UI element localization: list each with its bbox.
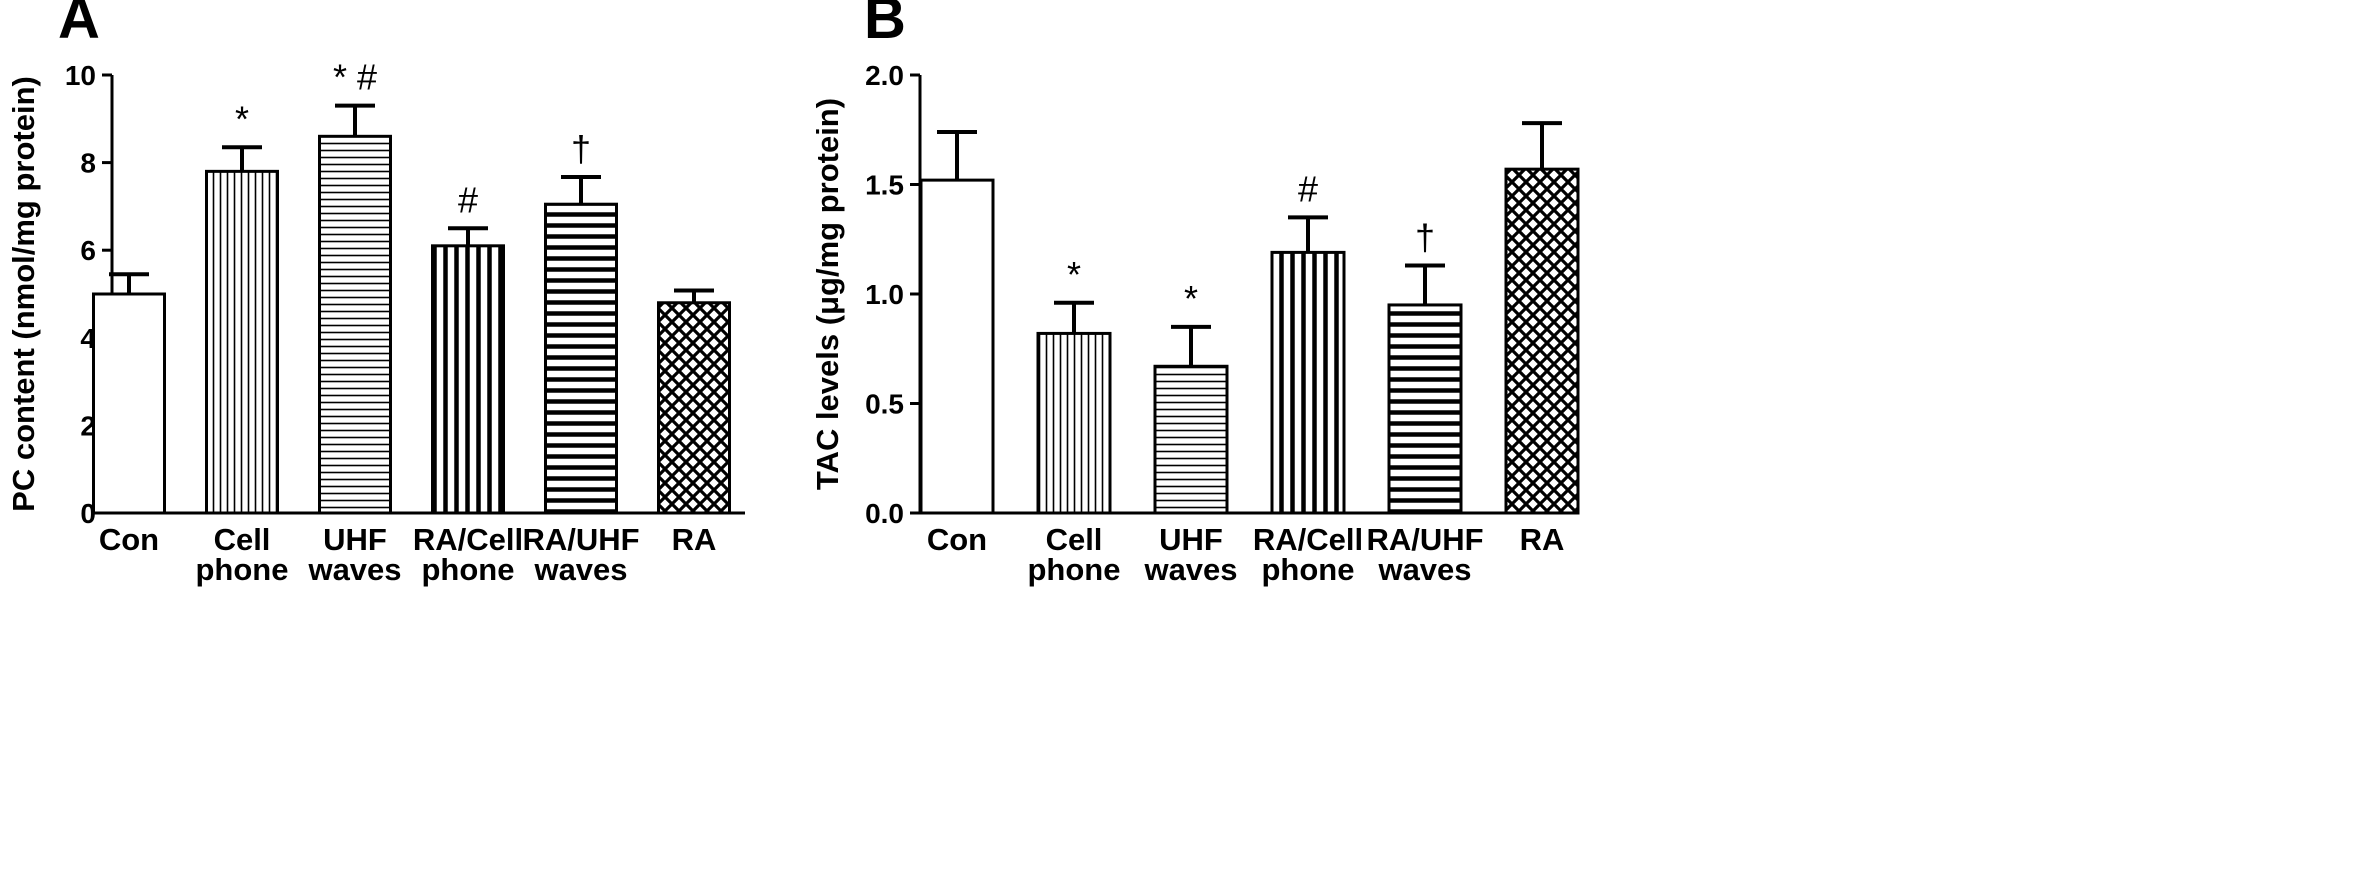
category-label: phone [422, 552, 515, 587]
bar [1504, 167, 1580, 515]
bar [431, 244, 505, 515]
y-tick-label: 2.0 [865, 60, 904, 91]
y-tick-label: 8 [80, 148, 96, 179]
y-axis-title: PC content (nmol/mg protein) [6, 76, 41, 512]
category-label: phone [1028, 552, 1121, 587]
significance-label: * [235, 98, 249, 139]
significance-label: # [1298, 168, 1318, 209]
significance-label: * [1184, 278, 1198, 319]
category-label: RA/UHF [522, 522, 639, 557]
significance-label: * # [333, 57, 377, 98]
bar [1270, 250, 1346, 515]
category-label: UHF [1159, 522, 1223, 557]
bar [1153, 364, 1229, 515]
significance-label: * [1067, 254, 1081, 295]
category-label: RA [672, 522, 717, 557]
bar [92, 292, 166, 515]
bar [318, 134, 392, 515]
y-tick-label: 1.0 [865, 279, 904, 310]
y-tick-label: 0.5 [865, 389, 904, 420]
category-label: Con [99, 522, 159, 557]
category-label: Cell [1046, 522, 1103, 557]
y-tick-label: 6 [80, 235, 96, 266]
y-axis-title: TAC levels (μg/mg protein) [810, 98, 845, 490]
category-label: waves [307, 552, 401, 587]
y-tick-label: 1.5 [865, 170, 904, 201]
bar [544, 202, 618, 515]
category-label: RA/Cell [413, 522, 523, 557]
category-label: waves [533, 552, 627, 587]
category-label: waves [1143, 552, 1237, 587]
category-label: phone [196, 552, 289, 587]
significance-label: † [1415, 217, 1435, 258]
bar [1036, 331, 1112, 515]
panel-letter: A [58, 0, 100, 51]
panel-b: B 0.0 0.5 1.0 1.5 2.0 TAC levels (μg/mg protei… [810, 0, 1580, 587]
category-label: RA/UHF [1366, 522, 1483, 557]
bar [205, 169, 279, 515]
panel-letter: B [864, 0, 906, 51]
category-label: Con [927, 522, 987, 557]
category-label: UHF [323, 522, 387, 557]
category-label: Cell [214, 522, 271, 557]
category-label: phone [1262, 552, 1355, 587]
bar [1387, 303, 1463, 515]
category-label: RA/Cell [1253, 522, 1363, 557]
significance-label: † [571, 128, 591, 169]
bar [657, 301, 731, 515]
y-tick-label: 10 [65, 60, 96, 91]
category-label: waves [1377, 552, 1471, 587]
significance-label: # [458, 179, 478, 220]
bar [919, 178, 995, 515]
y-tick-label: 0.0 [865, 498, 904, 529]
category-label: RA [1520, 522, 1565, 557]
